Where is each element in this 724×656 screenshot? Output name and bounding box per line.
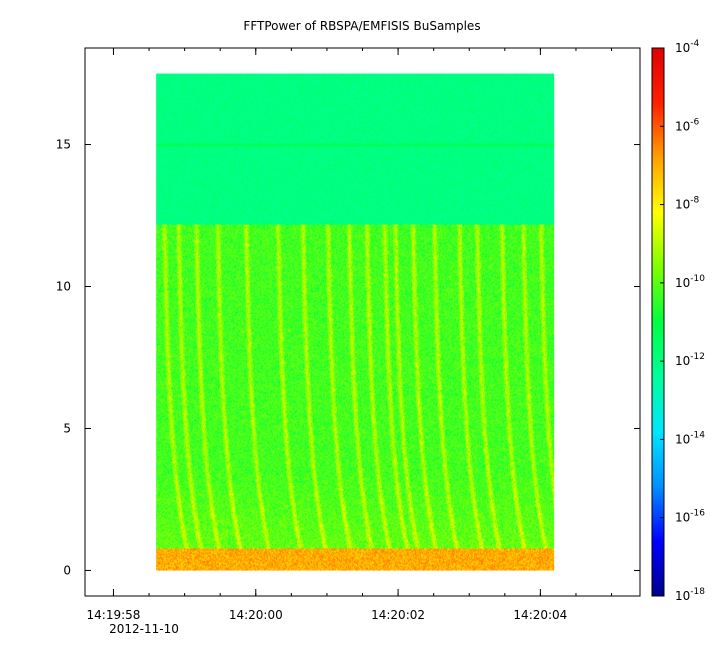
colorbar-tick-label: 10-12 <box>675 352 705 368</box>
x-tick-label: 14:20:00 <box>229 608 283 622</box>
colorbar-tick-label: 10-8 <box>675 196 700 212</box>
heatmap-image <box>156 73 555 571</box>
x-axis: 14:19:58 14:20:00 14:20:02 14:20:04 <box>87 48 613 622</box>
y-axis: 0 5 10 15 <box>56 138 640 577</box>
y-tick-label: 0 <box>63 563 71 577</box>
chart-title: FFTPower of RBSPA/EMFISIS BuSamples <box>243 19 480 33</box>
colorbar-tick-label: 10-4 <box>675 39 700 55</box>
colorbar-tick-label: 10-16 <box>675 509 705 525</box>
colorbar-tick-label: 10-18 <box>675 587 705 603</box>
colorbar-axis: 10-4 10-6 10-8 10-10 10-12 10-14 10-16 10-18 <box>660 39 705 603</box>
x-date-label: 2012-11-10 <box>109 622 179 636</box>
x-tick-label: 14:20:04 <box>513 608 567 622</box>
colorbar <box>651 47 665 597</box>
colorbar-tick-label: 10-14 <box>675 430 705 446</box>
spectrogram-heatmap <box>156 73 555 571</box>
x-tick-label: 14:20:02 <box>371 608 425 622</box>
y-tick-label: 15 <box>56 138 71 152</box>
x-tick-label: 14:19:58 <box>87 608 141 622</box>
colorbar-tick-label: 10-6 <box>675 117 700 133</box>
y-tick-label: 10 <box>56 280 71 294</box>
y-tick-label: 5 <box>63 421 71 435</box>
colorbar-tick-label: 10-10 <box>675 274 705 290</box>
